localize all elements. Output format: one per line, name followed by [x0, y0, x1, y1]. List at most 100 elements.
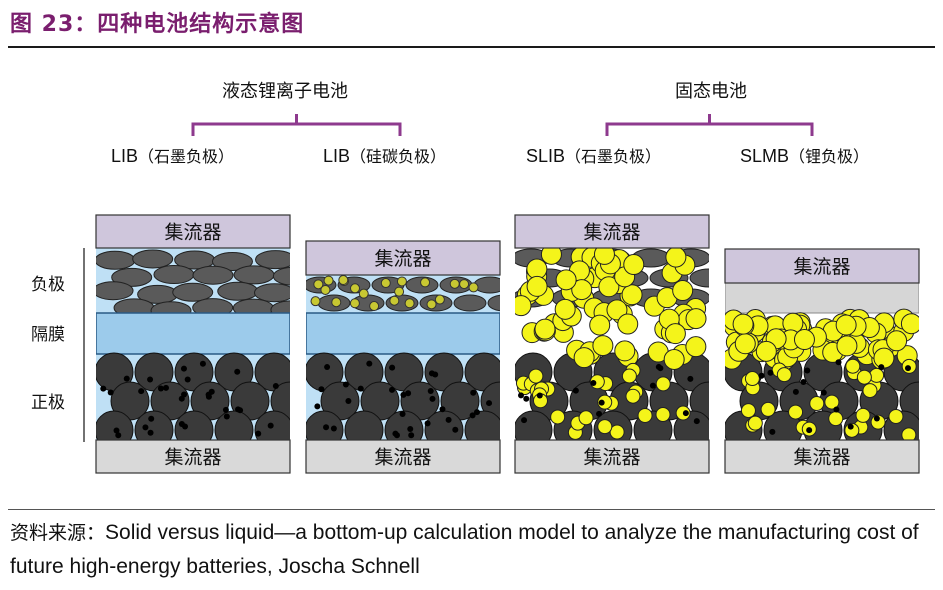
conductive-additive — [107, 389, 114, 396]
solid-electrolyte-particle — [534, 318, 556, 340]
solid-electrolyte-particle — [869, 367, 885, 383]
silicon-particle — [323, 275, 334, 286]
conductive-additive — [833, 406, 840, 413]
conductive-additive — [427, 387, 434, 394]
conductive-additive — [804, 367, 811, 374]
silicon-particle — [449, 278, 460, 289]
cell-name: LIB — [323, 146, 351, 166]
solid-electrolyte-particle — [685, 308, 707, 330]
conductive-additive — [878, 364, 885, 371]
conductive-additive — [572, 387, 579, 394]
solid-electrolyte-particle — [617, 313, 639, 335]
current-collector-bottom — [305, 439, 501, 474]
solid-electrolyte-particle — [664, 323, 686, 345]
solid-electrolyte-particle — [873, 347, 895, 369]
solid-electrolyte-particle — [747, 415, 763, 431]
conductive-additive — [115, 432, 122, 439]
conductive-additive — [835, 359, 842, 366]
solid-electrolyte-particle — [655, 407, 671, 423]
solid-electrolyte-particle — [614, 340, 636, 362]
conductive-additive — [687, 375, 694, 382]
conductive-additive — [792, 388, 799, 395]
silicon-particle — [420, 277, 431, 288]
cathode-particle — [899, 381, 919, 421]
conductive-additive — [518, 392, 525, 399]
cathode-particle — [464, 410, 500, 440]
current-collector-top — [95, 214, 291, 249]
conductive-additive — [445, 416, 452, 423]
cell-label-slmb-lithium: SLMB（锂负极） — [740, 143, 869, 167]
conductive-additive — [473, 409, 480, 416]
solid-electrolyte-particle — [835, 314, 857, 336]
solid-electrolyte-particle — [623, 254, 645, 276]
cell-interior — [96, 248, 290, 440]
cell-name: SLIB — [526, 146, 566, 166]
conductive-additive — [439, 406, 446, 413]
solid-electrolyte-particle — [788, 404, 804, 420]
conductive-additive — [452, 426, 459, 433]
cell-label-slib-graphite: SLIB（石墨负极） — [526, 143, 661, 167]
current-collector-bottom — [514, 439, 710, 474]
side-label-cathode: 正极 — [31, 393, 65, 413]
solid-electrolyte-particle — [855, 407, 871, 423]
silicon-particle — [320, 284, 331, 295]
silicon-particle — [404, 298, 415, 309]
collector-label: 集流器 — [583, 222, 640, 244]
conductive-additive — [157, 385, 164, 392]
conductive-additive — [399, 411, 406, 418]
cell-note: （石墨负极） — [138, 147, 235, 166]
conductive-additive — [147, 429, 154, 436]
conductive-additive — [142, 424, 149, 431]
solid-electrolyte-particle — [672, 280, 694, 302]
solid-electrolyte-particle — [571, 279, 593, 301]
conductive-additive — [163, 384, 170, 391]
solid-electrolyte-particle — [554, 298, 576, 320]
cathode-particle — [134, 410, 174, 440]
solid-electrolyte-particle — [888, 408, 904, 424]
conductive-additive — [235, 406, 242, 413]
graphite-particle — [233, 265, 275, 285]
solid-electrolyte-particle — [597, 394, 613, 410]
conductive-additive — [820, 389, 827, 396]
bracket-liquid — [191, 114, 402, 136]
conductive-additive — [148, 415, 155, 422]
conductive-additive — [523, 395, 530, 402]
current-collector-top — [724, 248, 920, 284]
cathode-particle — [344, 410, 384, 440]
conductive-additive — [342, 381, 349, 388]
graphite-particle — [153, 265, 195, 285]
graphite-particle — [172, 282, 214, 302]
solid-electrolyte-particle — [755, 340, 777, 362]
figure-title: 图 23：四种电池结构示意图 — [10, 12, 305, 37]
conductive-additive — [400, 391, 407, 398]
silicon-particle — [380, 278, 391, 289]
separator-layer — [306, 312, 500, 355]
conductive-additive — [255, 430, 262, 437]
solid-electrolyte-particle — [597, 419, 613, 435]
silicon-particle — [331, 297, 342, 308]
silicon-particle — [426, 299, 437, 310]
conductive-additive — [408, 432, 415, 439]
solid-electrolyte-particle — [824, 394, 840, 410]
conductive-additive — [181, 391, 188, 398]
source-prefix: 资料来源： — [10, 522, 106, 544]
solid-electrolyte-particle — [609, 424, 625, 440]
cathode-particle — [270, 381, 290, 421]
solid-electrolyte-particle — [592, 335, 614, 357]
solid-electrolyte-particle — [606, 299, 628, 321]
solid-electrolyte-particle — [598, 276, 620, 298]
solid-electrolyte-particle — [555, 269, 577, 291]
solid-electrolyte-particle — [886, 330, 908, 352]
solid-electrolyte-particle — [740, 403, 756, 419]
conductive-additive — [223, 413, 230, 420]
conductive-additive — [432, 371, 439, 378]
conductive-additive — [407, 426, 414, 433]
conductive-additive — [590, 380, 597, 387]
solid-electrolyte-particle — [540, 248, 562, 265]
collector-label: 集流器 — [164, 447, 221, 469]
conductive-additive — [345, 398, 352, 405]
conductive-additive — [470, 389, 477, 396]
solid-electrolyte-particle — [655, 376, 671, 392]
